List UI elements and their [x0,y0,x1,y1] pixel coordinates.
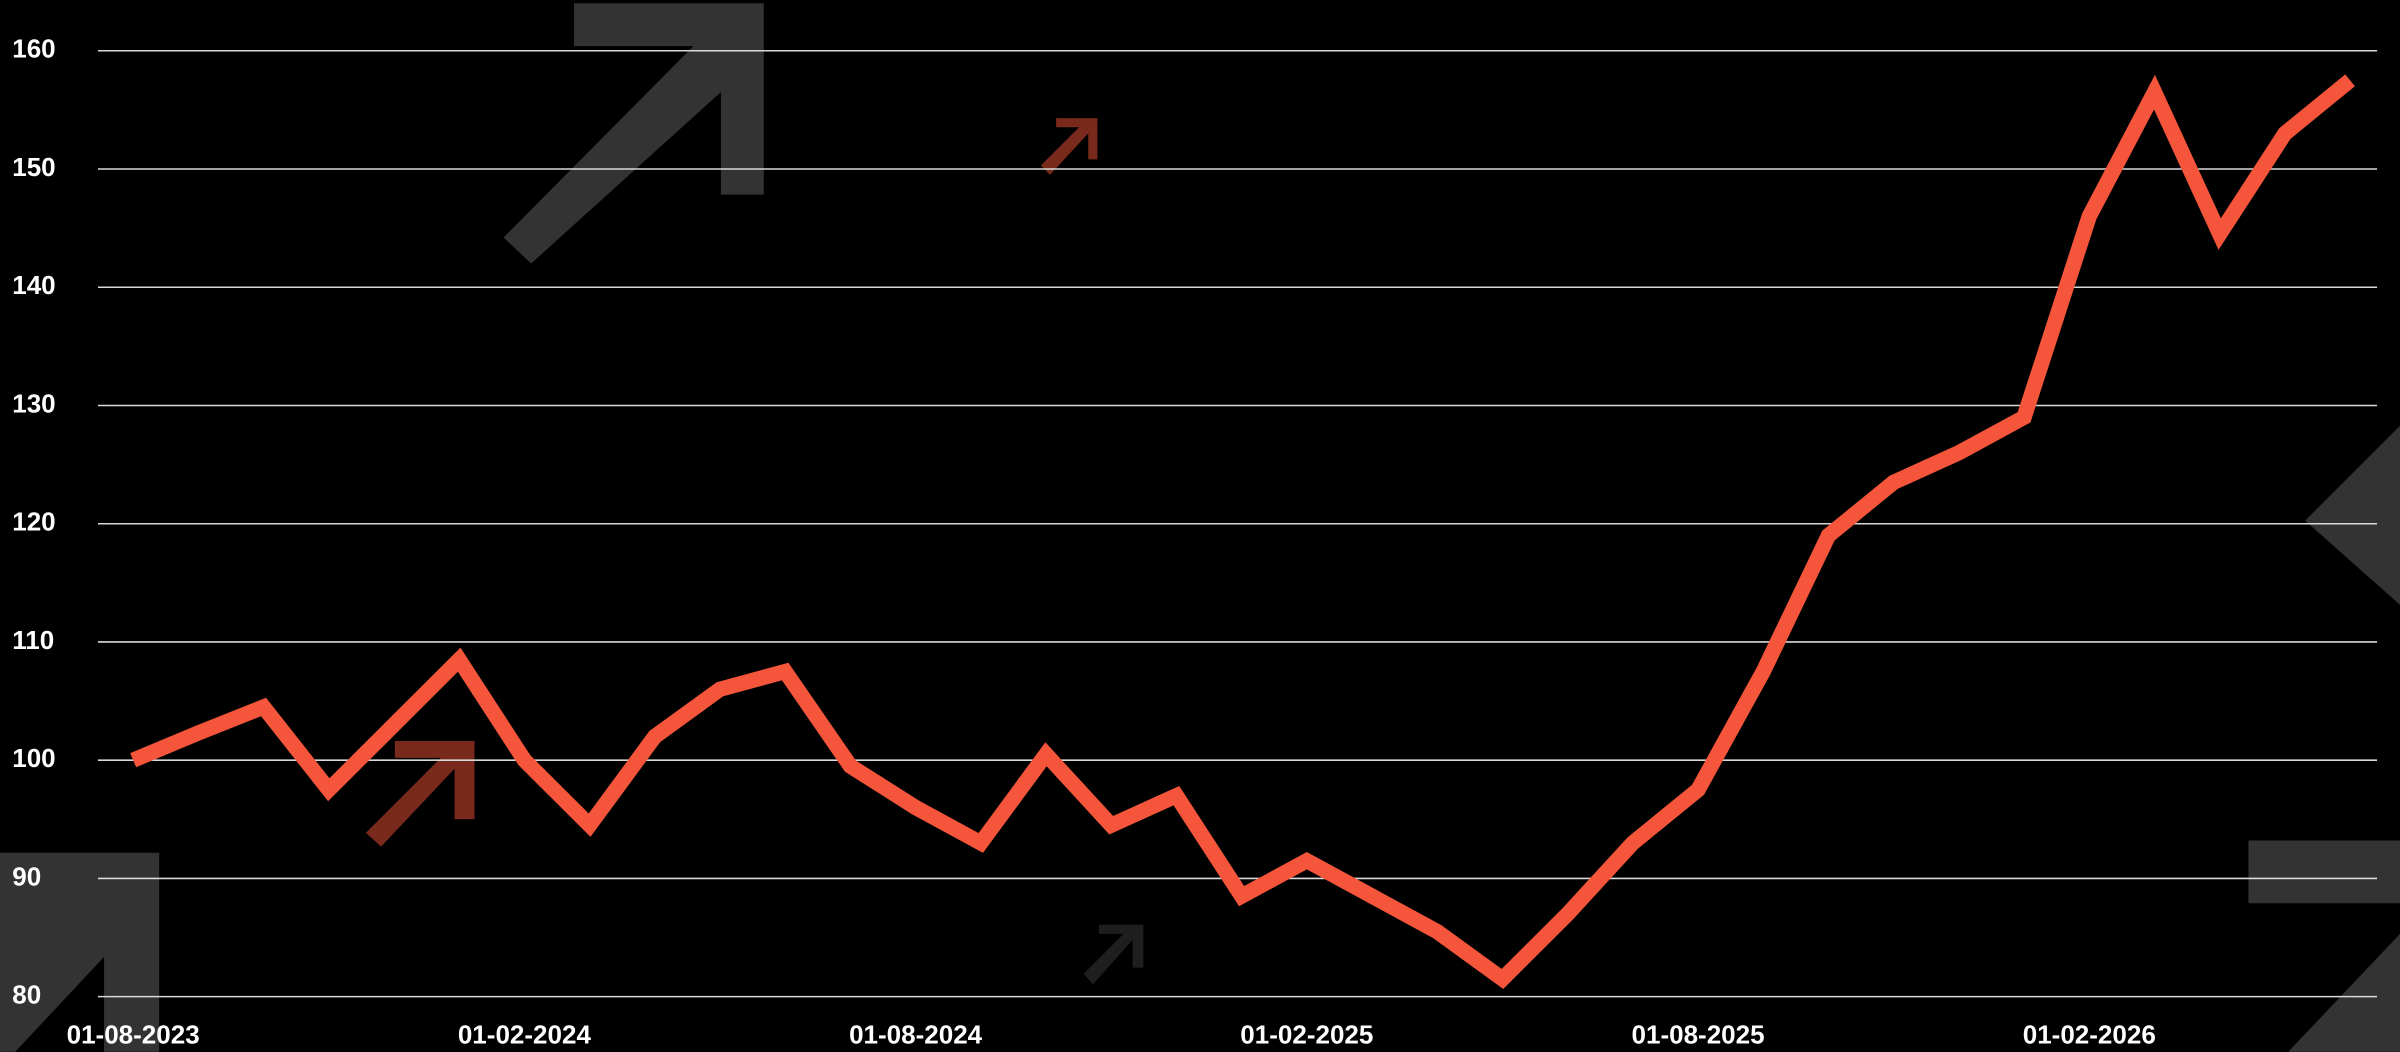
deco-arrow [1040,118,1098,175]
decorations [0,3,2400,1052]
y-tick-label: 140 [12,270,55,300]
deco-arrow [0,852,160,1052]
y-tick-label: 80 [12,980,41,1010]
x-tick-label: 01-08-2023 [67,1019,200,1049]
y-tick-label: 100 [12,743,55,773]
x-tick-label: 01-02-2025 [1240,1019,1373,1049]
y-tick-label: 160 [12,34,55,64]
x-tick-label: 01-02-2024 [458,1019,592,1049]
data-line [130,74,2355,989]
x-tick-label: 01-08-2025 [1632,1019,1765,1049]
deco-arrow [2305,425,2400,605]
deco-arrow [1083,924,1144,985]
y-tick-label: 150 [12,152,55,182]
y-tick-label: 110 [12,625,54,655]
x-tick-label: 01-08-2024 [849,1019,983,1049]
deco-arrow [2248,840,2400,904]
x-tick-label: 01-02-2026 [2023,1019,2156,1049]
y-tick-label: 120 [12,507,55,537]
y-tick-label: 130 [12,388,55,418]
deco-arrow [2288,933,2400,1052]
deco-arrow [503,3,764,264]
deco-arrow [365,741,475,847]
y-tick-label: 90 [12,861,41,891]
